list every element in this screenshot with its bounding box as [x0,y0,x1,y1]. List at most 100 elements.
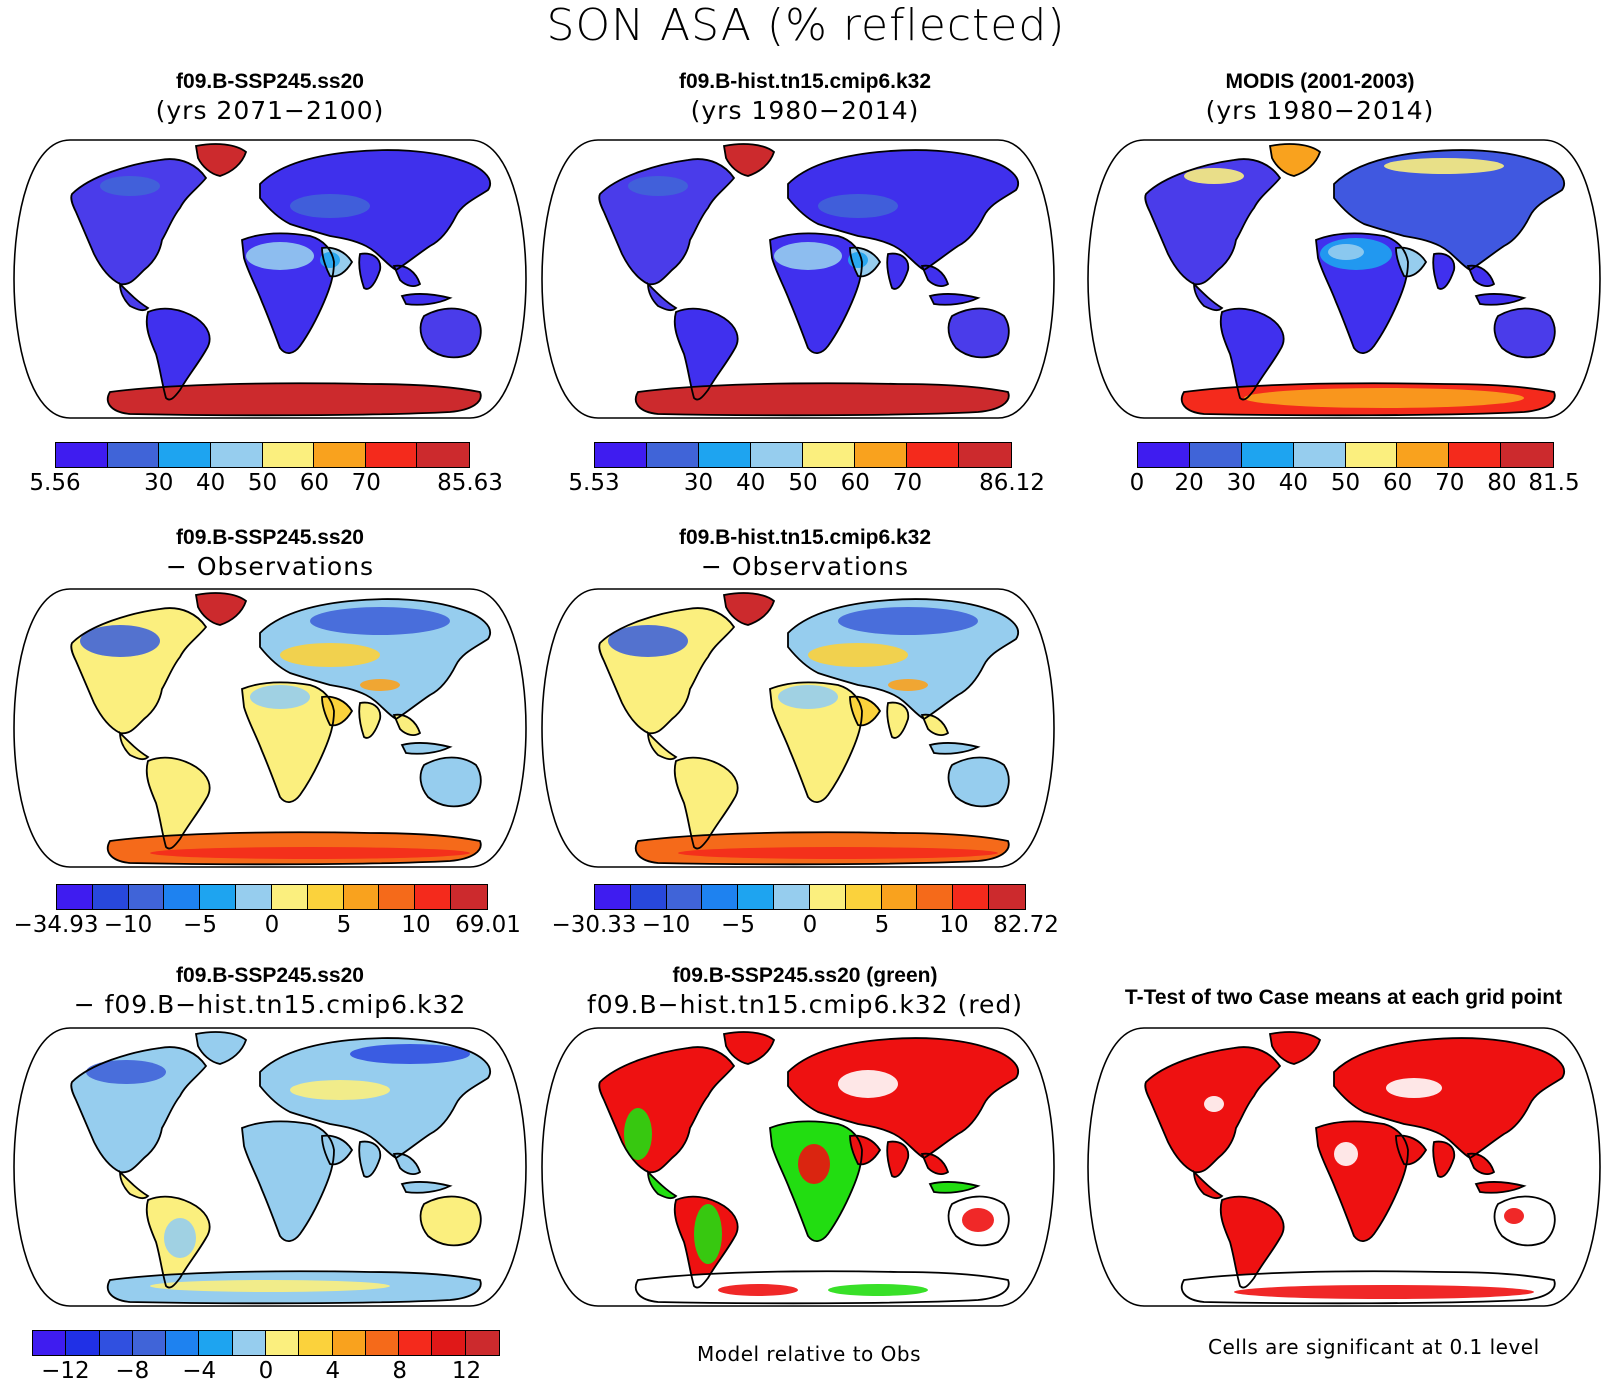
coastline-greenland [1268,1031,1322,1065]
field-patch-africa-sahara [246,242,314,270]
field-patch-namerica-arctic [628,176,688,196]
colorbar-tick-label: 5.53 [568,470,620,496]
coastline-samerica [673,307,739,401]
colorbar-tick-label: 20 [1174,470,1204,496]
colorbar-swatch [365,443,418,467]
landmass-australia [1494,308,1555,358]
coastline-eurasia [787,598,1019,721]
colorbar-swatch [92,885,129,909]
landmass-australia [948,308,1009,358]
panel-1-title-line2: (yrs 2071−2100) [155,96,385,125]
colorbar-tick-label: 80 [1487,470,1517,496]
coastline-indonesia [400,1180,453,1194]
colorbar-swatch [107,443,160,467]
coastline-camerica [647,1169,678,1200]
colorbar-panel-1: 5.56 30 40 50 60 70 85.63 [29,442,503,502]
field-patch-samerica-south [164,1218,196,1258]
coastline-africa [241,681,335,803]
landmass-samerica [674,757,738,849]
coastline-arabia [1395,1134,1428,1166]
landmass-eurasia [260,1038,491,1158]
colorbar-panel-6: −12 −8 −4 0 4 8 12 [32,1330,500,1384]
colorbar-swatch [166,1331,200,1355]
coastline-seasia [920,264,950,287]
colorbar-tick-label: −34.93 [13,912,99,938]
figure-title: SON ASA (% reflected) [546,0,1066,51]
colorbar-swatch [432,1331,466,1355]
landmass-arabia [850,1135,880,1165]
colorbar-panel-4: −34.93 −10 −5 0 5 10 69.01 [13,884,521,944]
panel-4-title: f09.B-SSP245.ss20 − Observations [60,524,480,582]
coastline-africa [1315,232,1409,354]
colorbar-swatch [56,443,108,467]
coastline-australia [419,307,482,359]
coastline-greenland [722,143,776,177]
coastline-namerica [70,1046,208,1174]
landmass-samerica [146,308,210,400]
coastline-seasia [392,1152,422,1175]
coastline-india [886,1140,910,1178]
coastline-india [358,1140,382,1178]
field-patch-samerica-green [694,1204,722,1264]
coastline-eurasia [787,1037,1019,1160]
colorbar-swatch [399,1331,433,1355]
colorbar-tick-label: 0 [1129,470,1145,496]
coastline-arabia [321,695,354,727]
colorbar-tick-label: 85.63 [437,470,503,496]
panel-7-title: f09.B-SSP245.ss20 (green) f09.B−hist.tn1… [540,962,1070,1020]
landmass-eurasia [1334,150,1565,270]
colorbar-tick-label: 40 [736,470,766,496]
field-patch-namerica-white [1204,1096,1224,1112]
coastline-australia [947,307,1010,359]
map-panel-7 [541,1027,1055,1307]
colorbar-swatch [314,443,366,467]
landmass-greenland [724,1032,774,1064]
landmass-samerica [1220,308,1284,400]
colorbar-swatch [415,885,452,909]
colorbar-tick-label: 8 [392,1358,408,1384]
field-patch-antarctica-inner [1244,388,1524,408]
colorbar-boxes [32,1330,500,1356]
landmass-eurasia [788,1038,1019,1158]
coastline-africa [1315,1120,1409,1242]
field-patch-eurasia-north [350,1044,470,1064]
coastline-india [1432,252,1456,290]
colorbar-tick-label: 30 [1226,470,1256,496]
field-patch-eurasia-north [310,607,450,635]
colorbar-swatch [379,885,416,909]
field-patch-namerica-arctic [100,176,160,196]
landmass-arabia [850,696,880,726]
colorbar-tick-label: −10 [641,912,691,938]
coastline-india [1432,1140,1456,1178]
colorbar-swatch [236,885,272,909]
colorbar-panel-2: 5.53 30 40 50 60 70 86.12 [568,442,1045,502]
coastline-arabia [321,246,354,278]
field-patch-antarctica-green [828,1284,928,1296]
colorbar-swatch [465,1331,499,1355]
coastline-camerica [119,281,150,312]
field-patch-eurasia-steppe [290,194,370,218]
landmass-namerica [1145,159,1280,285]
colorbar-tick-label: 50 [788,470,818,496]
colorbar-tick-label: −10 [103,912,153,938]
field-patch-africa-red [798,1144,830,1184]
colorbar-swatch [702,885,739,909]
field-patch-eurasia-north [1384,158,1504,174]
coastline-camerica [1193,281,1224,312]
field-patch-eurasia-mid [280,643,380,667]
colorbar-swatch [1501,443,1553,467]
colorbar-swatch [845,885,882,909]
coastline-antarctica [1180,1270,1556,1305]
coastline-arabia [849,246,882,278]
coastline-africa [769,1120,863,1242]
panel-6-title-line2: − f09.B−hist.tn15.cmip6.k32 [73,990,467,1019]
coastline-antarctica [1180,382,1556,417]
coastline-india [886,252,910,290]
panel-7-title-line2: f09.B−hist.tn15.cmip6.k32 (red) [586,990,1024,1019]
colorbar-swatch [271,885,308,909]
coastline-antarctica [634,382,1010,417]
colorbar-swatch [989,885,1025,909]
colorbar-tick-label: −30.33 [551,912,637,938]
panel-2-title-line2: (yrs 1980−2014) [690,96,920,125]
panel-7-title-line1: f09.B-SSP245.ss20 (green) [672,964,938,987]
